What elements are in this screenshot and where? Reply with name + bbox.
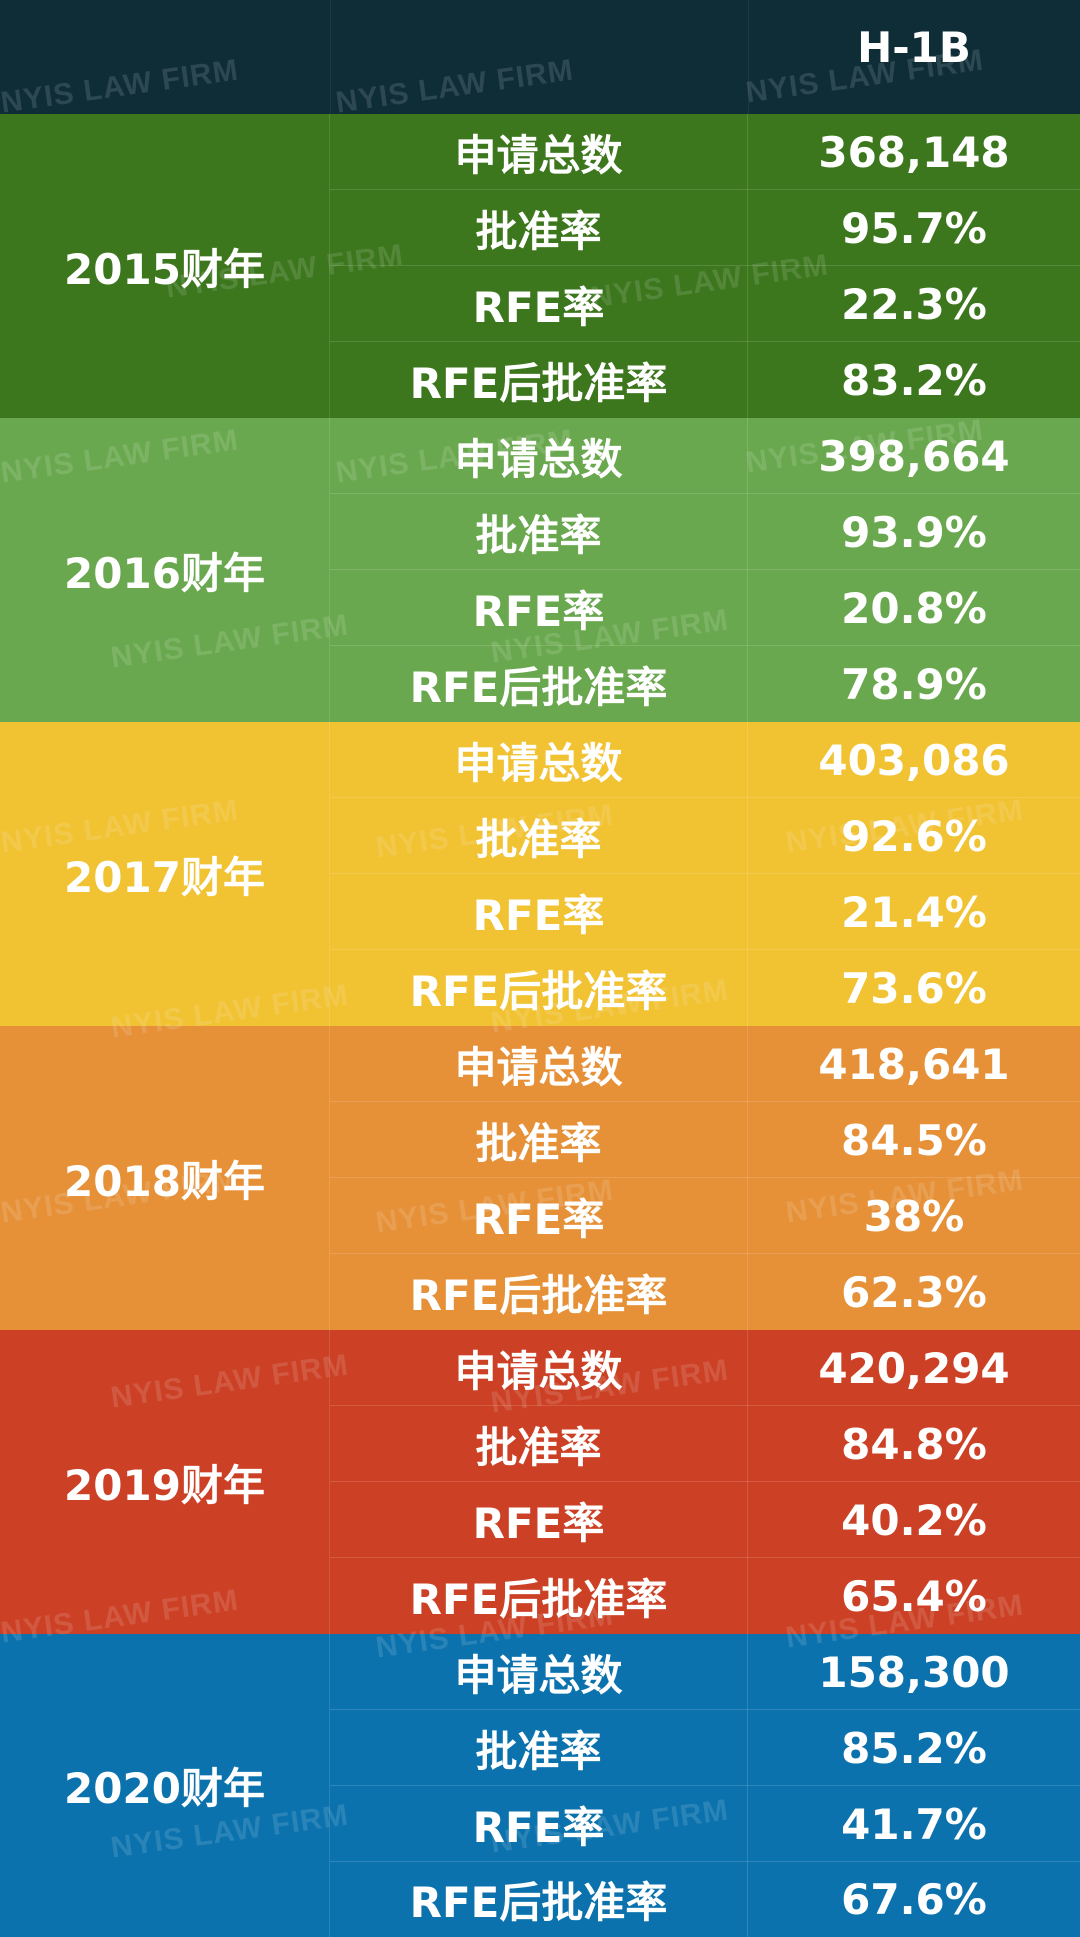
metric-label: 申请总数 bbox=[330, 1634, 748, 1710]
header-metric-cell bbox=[330, 0, 749, 114]
table-row: RFE率 21.4% bbox=[330, 874, 1080, 950]
metric-value: 78.9% bbox=[841, 659, 987, 709]
year-block-2020: 2020财年 申请总数 158,300 批准率 85.2% RFE率 41.7%… bbox=[0, 1634, 1080, 1937]
metric-label: 批准率 bbox=[330, 1102, 748, 1178]
metric-value: 420,294 bbox=[818, 1343, 1010, 1393]
metric-value: 398,664 bbox=[818, 431, 1010, 481]
metric-label: RFE率 bbox=[330, 1482, 748, 1558]
table-row: RFE率 22.3% bbox=[330, 266, 1080, 342]
metric-label: RFE率 bbox=[330, 1178, 748, 1254]
metric-value: 67.6% bbox=[841, 1875, 987, 1924]
metric-label: 申请总数 bbox=[330, 1330, 748, 1406]
metric-value: 418,641 bbox=[818, 1039, 1010, 1089]
table-row: 批准率 84.8% bbox=[330, 1406, 1080, 1482]
metric-label: RFE后批准率 bbox=[330, 1558, 748, 1634]
metric-label: 批准率 bbox=[330, 1406, 748, 1482]
table-row: RFE后批准率 73.6% bbox=[330, 950, 1080, 1026]
year-label: 2017财年 bbox=[0, 722, 330, 1026]
metric-value: 20.8% bbox=[841, 583, 987, 633]
year-block-2017: 2017财年 申请总数 403,086 批准率 92.6% RFE率 21.4%… bbox=[0, 722, 1080, 1026]
table-row: 申请总数 420,294 bbox=[330, 1330, 1080, 1406]
table-row: 批准率 84.5% bbox=[330, 1102, 1080, 1178]
table-row: 申请总数 368,148 bbox=[330, 114, 1080, 190]
metric-value: 22.3% bbox=[841, 279, 987, 329]
year-block-2018: 2018财年 申请总数 418,641 批准率 84.5% RFE率 38% R… bbox=[0, 1026, 1080, 1330]
metric-value: 403,086 bbox=[818, 735, 1010, 785]
metric-label: 批准率 bbox=[330, 190, 748, 266]
header-title: H-1B bbox=[857, 22, 971, 72]
year-block-2019: 2019财年 申请总数 420,294 批准率 84.8% RFE率 40.2%… bbox=[0, 1330, 1080, 1634]
table-row: 批准率 95.7% bbox=[330, 190, 1080, 266]
table-row: RFE后批准率 83.2% bbox=[330, 342, 1080, 418]
metric-value: 73.6% bbox=[841, 963, 987, 1013]
metric-value: 38% bbox=[863, 1191, 965, 1241]
metric-value: 84.5% bbox=[841, 1115, 987, 1165]
metric-value: 93.9% bbox=[841, 507, 987, 557]
metric-value: 85.2% bbox=[841, 1723, 987, 1773]
table-row: RFE率 41.7% bbox=[330, 1786, 1080, 1862]
metric-label: RFE后批准率 bbox=[330, 342, 748, 418]
metric-value: 83.2% bbox=[841, 355, 987, 405]
metric-label: RFE率 bbox=[330, 874, 748, 950]
table-row: RFE率 38% bbox=[330, 1178, 1080, 1254]
metric-value: 84.8% bbox=[841, 1419, 987, 1469]
header-year-cell bbox=[0, 0, 331, 114]
metric-label: RFE率 bbox=[330, 1786, 748, 1862]
metric-value: 158,300 bbox=[818, 1647, 1010, 1697]
metric-label: 批准率 bbox=[330, 798, 748, 874]
table-row: RFE率 20.8% bbox=[330, 570, 1080, 646]
metric-label: RFE率 bbox=[330, 266, 748, 342]
table-row: RFE后批准率 65.4% bbox=[330, 1558, 1080, 1634]
table-row: 批准率 93.9% bbox=[330, 494, 1080, 570]
year-label: 2018财年 bbox=[0, 1026, 330, 1330]
metric-label: RFE后批准率 bbox=[330, 950, 748, 1026]
table-row: 申请总数 403,086 bbox=[330, 722, 1080, 798]
year-label: 2020财年 bbox=[0, 1634, 330, 1937]
metric-label: 批准率 bbox=[330, 1710, 748, 1786]
metric-value: 62.3% bbox=[841, 1267, 987, 1317]
metric-value: 92.6% bbox=[841, 811, 987, 861]
metric-label: 申请总数 bbox=[330, 114, 748, 190]
metric-value: 368,148 bbox=[818, 127, 1010, 177]
year-label: 2015财年 bbox=[0, 114, 330, 418]
table-row: 申请总数 158,300 bbox=[330, 1634, 1080, 1710]
year-block-2016: 2016财年 申请总数 398,664 批准率 93.9% RFE率 20.8%… bbox=[0, 418, 1080, 722]
metric-value: 40.2% bbox=[841, 1495, 987, 1545]
metric-label: RFE后批准率 bbox=[330, 1862, 748, 1937]
table-row: RFE后批准率 78.9% bbox=[330, 646, 1080, 722]
metric-label: 申请总数 bbox=[330, 418, 748, 494]
metric-label: RFE后批准率 bbox=[330, 646, 748, 722]
year-block-2015: 2015财年 申请总数 368,148 批准率 95.7% RFE率 22.3%… bbox=[0, 114, 1080, 418]
metric-value: 65.4% bbox=[841, 1571, 987, 1621]
metric-value: 41.7% bbox=[841, 1799, 987, 1849]
table-row: 申请总数 418,641 bbox=[330, 1026, 1080, 1102]
metric-label: RFE率 bbox=[330, 570, 748, 646]
metric-label: 申请总数 bbox=[330, 722, 748, 798]
table-row: 批准率 92.6% bbox=[330, 798, 1080, 874]
metric-label: RFE后批准率 bbox=[330, 1254, 748, 1330]
metric-label: 批准率 bbox=[330, 494, 748, 570]
table-header: H-1B bbox=[0, 0, 1080, 114]
table-row: 申请总数 398,664 bbox=[330, 418, 1080, 494]
table-row: RFE率 40.2% bbox=[330, 1482, 1080, 1558]
table-row: RFE后批准率 62.3% bbox=[330, 1254, 1080, 1330]
year-label: 2016财年 bbox=[0, 418, 330, 722]
metric-value: 95.7% bbox=[841, 203, 987, 253]
table-row: RFE后批准率 67.6% bbox=[330, 1862, 1080, 1937]
metric-value: 21.4% bbox=[841, 887, 987, 937]
table-row: 批准率 85.2% bbox=[330, 1710, 1080, 1786]
metric-label: 申请总数 bbox=[330, 1026, 748, 1102]
year-label: 2019财年 bbox=[0, 1330, 330, 1634]
